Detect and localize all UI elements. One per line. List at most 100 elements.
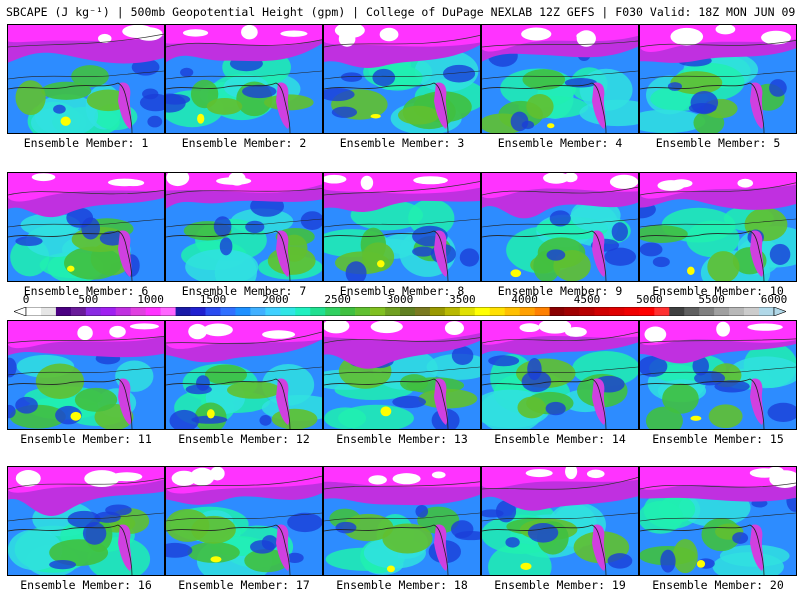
colorbar-swatch	[699, 307, 715, 316]
cape-map-panel	[7, 320, 165, 430]
colorbar-swatch	[729, 307, 745, 316]
colorbar-tick-label: 1000	[137, 293, 164, 306]
colorbar-swatch	[235, 307, 251, 316]
ensemble-member-label: Ensemble Member: 9	[497, 284, 623, 298]
colorbar-tick-label: 3500	[449, 293, 476, 306]
cape-map	[324, 25, 480, 133]
colorbar-swatch	[624, 307, 640, 316]
colorbar-legend: 0 500 1000 1500 2000 2500 3000 3500 4000 4500 5000…	[0, 294, 800, 320]
colorbar-swatch	[429, 307, 446, 316]
colorbar-swatch	[40, 307, 57, 316]
colorbar-swatch	[684, 307, 700, 316]
colorbar-swatch	[145, 307, 161, 316]
colorbar-swatch	[654, 307, 670, 316]
colorbar-tick-label: 500	[78, 293, 99, 306]
cape-map-panel	[481, 466, 639, 576]
colorbar-swatch	[340, 307, 356, 316]
colorbar-swatch	[295, 307, 311, 316]
cape-map	[482, 467, 638, 575]
colorbar-swatch	[414, 307, 431, 316]
ensemble-member-label: Ensemble Member: 15	[652, 432, 784, 446]
ensemble-member-label: Ensemble Member: 3	[339, 136, 465, 150]
colorbar-swatch	[519, 307, 535, 316]
ensemble-member-label: Ensemble Member: 6	[23, 284, 149, 298]
cape-map-panel	[7, 24, 165, 134]
colorbar-swatch	[355, 307, 371, 316]
colorbar-swatch	[744, 307, 760, 316]
colorbar-swatch	[100, 307, 117, 316]
cape-map-panel	[165, 320, 323, 430]
ensemble-member-label: Ensemble Member: 19	[494, 578, 626, 592]
colorbar-swatch	[564, 307, 580, 316]
colorbar-swatch	[160, 307, 176, 316]
cape-map	[8, 467, 164, 575]
ensemble-member-label: Ensemble Member: 17	[178, 578, 310, 592]
ensemble-member-label: Ensemble Member: 1	[23, 136, 149, 150]
colorbar-swatch	[714, 307, 730, 316]
ensemble-member-label: Ensemble Member: 13	[336, 432, 468, 446]
colorbar-swatch	[489, 307, 506, 316]
colorbar-tick-label: 5000	[636, 293, 663, 306]
colorbar-tick-label: 2500	[324, 293, 351, 306]
ensemble-member-label: Ensemble Member: 12	[178, 432, 310, 446]
ensemble-member-label: Ensemble Member: 11	[20, 432, 152, 446]
colorbar-swatch	[504, 307, 520, 316]
cape-map	[324, 467, 480, 575]
colorbar-swatch	[310, 307, 326, 316]
colorbar-swatch	[250, 307, 266, 316]
ensemble-member-label: Ensemble Member: 16	[20, 578, 152, 592]
colorbar-swatch	[265, 307, 281, 316]
colorbar-swatch	[370, 307, 386, 316]
colorbar-swatch	[220, 307, 236, 316]
colorbar-swatch	[759, 307, 775, 316]
colorbar-left-arrow	[14, 307, 27, 316]
cape-map	[640, 321, 796, 429]
cape-map-panel	[165, 172, 323, 282]
ensemble-member-label: Ensemble Member: 20	[652, 578, 784, 592]
page-title: SBCAPE (J kg⁻¹) | 500mb Geopotential Hei…	[6, 5, 796, 19]
cape-map	[8, 25, 164, 133]
colorbar-swatch	[609, 307, 625, 316]
cape-map	[8, 173, 164, 281]
ensemble-member-label: Ensemble Member: 18	[336, 578, 468, 592]
colorbar-swatch	[280, 307, 296, 316]
cape-map	[166, 321, 322, 429]
cape-map	[324, 173, 480, 281]
colorbar-swatch	[639, 307, 655, 316]
colorbar-swatch	[55, 307, 72, 316]
colorbar-swatch	[26, 307, 42, 316]
ensemble-member-label: Ensemble Member: 10	[652, 284, 784, 298]
cape-map	[324, 321, 480, 429]
colorbar-swatch	[549, 307, 565, 316]
cape-map-panel	[323, 24, 481, 134]
cape-map-panel	[323, 172, 481, 282]
colorbar-swatch	[669, 307, 685, 316]
cape-map	[482, 173, 638, 281]
cape-map-panel	[639, 172, 797, 282]
cape-map-panel	[639, 24, 797, 134]
colorbar-tick-label: 6000	[760, 293, 788, 306]
colorbar-tick-label: 3000	[386, 293, 414, 306]
cape-map	[166, 467, 322, 575]
ensemble-member-label: Ensemble Member: 8	[339, 284, 465, 298]
colorbar-bar	[14, 307, 786, 316]
cape-map	[482, 321, 638, 429]
cape-map-panel	[481, 172, 639, 282]
ensemble-member-label: Ensemble Member: 5	[655, 136, 781, 150]
colorbar-swatch	[190, 307, 206, 316]
cape-map	[8, 321, 164, 429]
colorbar-swatch	[385, 307, 401, 316]
colorbar-tick-label: 0	[22, 293, 30, 306]
colorbar-swatch	[175, 307, 191, 316]
cape-map	[166, 25, 322, 133]
colorbar-tick-label: 4000	[511, 293, 538, 306]
colorbar-right-arrow	[773, 307, 786, 316]
cape-map-panel	[639, 320, 797, 430]
colorbar-swatch	[205, 307, 221, 316]
colorbar-tick-label: 2000	[262, 293, 289, 306]
colorbar-swatch	[579, 307, 595, 316]
colorbar-swatch	[400, 307, 416, 316]
cape-map-panel	[165, 24, 323, 134]
colorbar-swatch	[534, 307, 550, 316]
ensemble-member-label: Ensemble Member: 14	[494, 432, 626, 446]
